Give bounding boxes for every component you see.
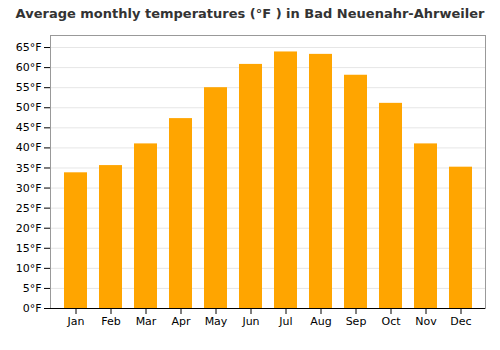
svg-text:35°F: 35°F [16,162,42,175]
svg-text:60°F: 60°F [16,61,42,74]
svg-text:20°F: 20°F [16,222,42,235]
html-text:Average monthly temperatures (: Average monthly temperatures (°F ) in Ba… [15,6,485,21]
svg-text:Apr: Apr [171,315,191,328]
svg-text:10°F: 10°F [16,262,42,275]
svg-text:Mar: Mar [136,315,157,328]
svg-text:45°F: 45°F [16,121,42,134]
svg-text:Oct: Oct [381,315,401,328]
svg-text:30°F: 30°F [16,182,42,195]
svg-text:55°F: 55°F [16,81,42,94]
svg-text:Dec: Dec [450,315,471,328]
svg-text:40°F: 40°F [16,141,42,154]
svg-text:0°F: 0°F [23,302,42,315]
svg-text:Jul: Jul [278,315,292,328]
svg-text:Jan: Jan [67,315,85,328]
svg-text:May: May [205,315,228,328]
svg-text:15°F: 15°F [16,242,42,255]
svg-text:Nov: Nov [415,315,437,328]
svg-text:65°F: 65°F [16,41,42,54]
svg-text:Sep: Sep [346,315,367,328]
svg-text:5°F: 5°F [23,282,42,295]
svg-text:25°F: 25°F [16,202,42,215]
svg-text:Aug: Aug [310,315,331,328]
svg-text:50°F: 50°F [16,101,42,114]
svg-text:Feb: Feb [101,315,120,328]
svg-text:Jun: Jun [241,315,259,328]
